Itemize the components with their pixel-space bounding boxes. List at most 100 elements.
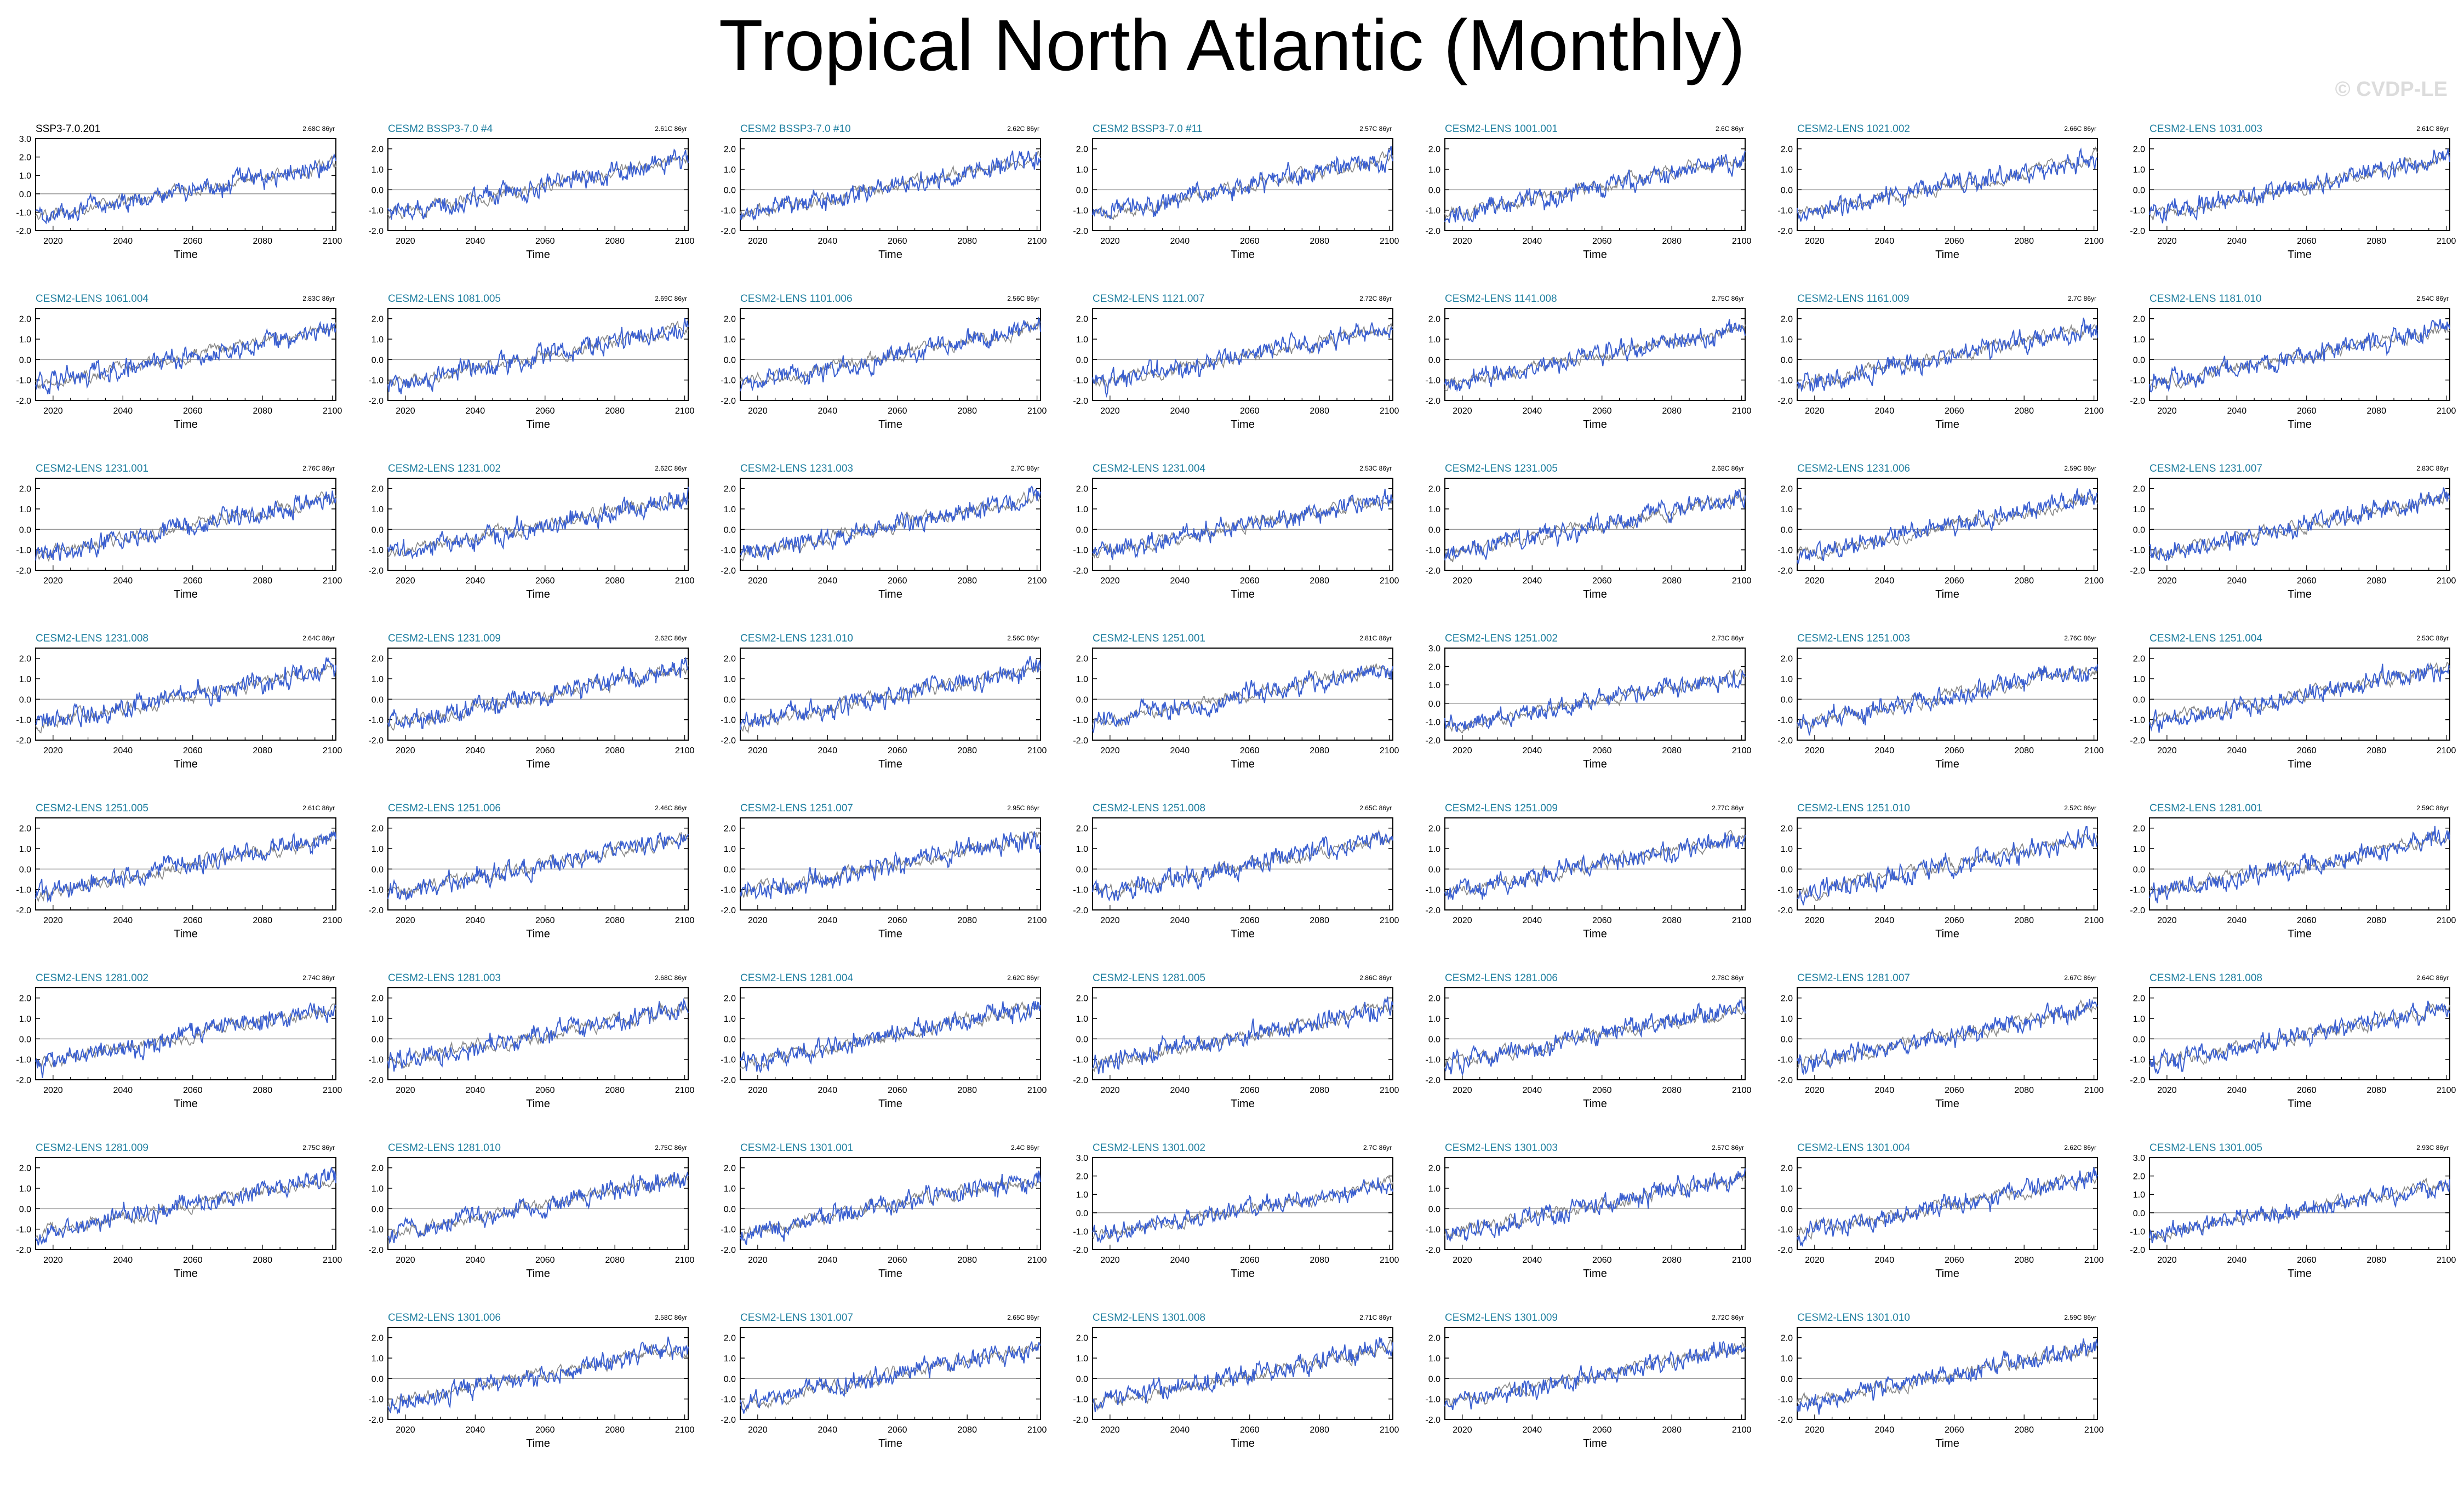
y-tick-label: -2.0 bbox=[2130, 736, 2145, 746]
panel: CESM2-LENS 1281.007 2.67C 86yr 2.0 1.0 0.0 -1… bbox=[1777, 972, 2103, 1110]
series-line-gray bbox=[1092, 495, 1393, 559]
y-tick-label: -2.0 bbox=[368, 1416, 384, 1425]
panel: CESM2-LENS 1251.007 2.95C 86yr 2.0 1.0 0.0 -1… bbox=[721, 803, 1047, 940]
x-tick-label: 2060 bbox=[2297, 746, 2317, 755]
y-tick-label: -1.0 bbox=[16, 208, 31, 217]
panel-title: CESM2-LENS 1231.010 bbox=[740, 633, 853, 644]
x-axis-label: Time bbox=[1935, 928, 1959, 940]
page-title: Tropical North Atlantic (Monthly) bbox=[718, 5, 1746, 85]
x-tick-label: 2100 bbox=[675, 237, 695, 246]
series-line-blue bbox=[740, 485, 1041, 560]
x-tick-label: 2020 bbox=[43, 916, 63, 925]
y-tick-label: -2.0 bbox=[1777, 227, 1793, 236]
y-tick-label: 0.0 bbox=[1781, 356, 1793, 365]
series-line-gray bbox=[387, 1174, 689, 1241]
panel: CESM2-LENS 1301.010 2.59C 86yr 2.0 1.0 0.0 -1… bbox=[1777, 1312, 2103, 1450]
x-tick-label: 2020 bbox=[43, 406, 63, 416]
x-tick-label: 2080 bbox=[957, 1256, 977, 1265]
x-tick-label: 2040 bbox=[818, 237, 838, 246]
panel: CESM2-LENS 1231.010 2.56C 86yr 2.0 1.0 0.0 -1… bbox=[721, 633, 1047, 770]
panel-title: CESM2-LENS 1301.008 bbox=[1093, 1312, 1205, 1324]
x-tick-label: 2100 bbox=[1380, 406, 1399, 416]
panel-frame bbox=[35, 138, 336, 231]
x-axis-label: Time bbox=[1231, 249, 1255, 261]
x-tick-label: 2020 bbox=[748, 746, 768, 755]
trend-label: 2.59C 86yr bbox=[2064, 465, 2096, 472]
panel: CESM2-LENS 1301.008 2.71C 86yr 2.0 1.0 0.0 -1… bbox=[1073, 1312, 1399, 1450]
series-line-blue bbox=[1797, 1338, 2098, 1415]
trend-label: 2.64C 86yr bbox=[302, 634, 335, 642]
panel: CESM2-LENS 1231.006 2.59C 86yr 2.0 1.0 0.0 -1… bbox=[1777, 463, 2103, 600]
panel-title: CESM2-LENS 1301.005 bbox=[2149, 1142, 2262, 1154]
x-tick-label: 2060 bbox=[1240, 746, 1260, 755]
y-tick-label: -2.0 bbox=[16, 566, 31, 576]
x-tick-label: 2040 bbox=[1523, 1086, 1542, 1095]
x-tick-label: 2060 bbox=[535, 746, 555, 755]
y-tick-label: -1.0 bbox=[1777, 886, 1793, 895]
y-tick-label: -1.0 bbox=[1073, 716, 1088, 725]
series-line-blue bbox=[35, 656, 336, 728]
y-tick-label: 2.0 bbox=[1781, 315, 1793, 324]
y-tick-label: 1.0 bbox=[2133, 505, 2145, 514]
x-tick-label: 2080 bbox=[1662, 1256, 1682, 1265]
panel-frame bbox=[1444, 308, 1746, 401]
x-tick-label: 2040 bbox=[2227, 576, 2247, 586]
series-line-gray bbox=[1797, 1171, 2098, 1240]
x-axis-label: Time bbox=[2288, 1268, 2312, 1280]
x-axis-label: Time bbox=[878, 1268, 902, 1280]
series-line-gray bbox=[35, 491, 336, 562]
x-tick-label: 2040 bbox=[466, 746, 485, 755]
series-line-blue bbox=[2149, 826, 2450, 903]
series-line-blue bbox=[1797, 1167, 2098, 1247]
y-tick-label: 3.0 bbox=[2133, 1154, 2145, 1163]
x-tick-label: 2060 bbox=[888, 237, 907, 246]
y-tick-label: 1.0 bbox=[1076, 675, 1088, 684]
panel-frame bbox=[1797, 1327, 2098, 1420]
y-tick-label: 2.0 bbox=[1781, 994, 1793, 1004]
x-tick-label: 2100 bbox=[1027, 237, 1047, 246]
panel: CESM2-LENS 1231.008 2.64C 86yr 2.0 1.0 0.0 -1… bbox=[16, 633, 342, 770]
x-tick-label: 2080 bbox=[2366, 237, 2386, 246]
series-line-blue bbox=[387, 998, 689, 1072]
x-tick-label: 2060 bbox=[535, 576, 555, 586]
x-tick-label: 2080 bbox=[253, 746, 272, 755]
y-tick-label: -1.0 bbox=[721, 1225, 736, 1235]
x-tick-label: 2060 bbox=[183, 916, 203, 925]
y-tick-label: -2.0 bbox=[721, 906, 736, 915]
x-axis-label: Time bbox=[878, 419, 902, 431]
x-tick-label: 2060 bbox=[1592, 1256, 1612, 1265]
x-tick-label: 2080 bbox=[253, 576, 272, 586]
y-tick-label: -1.0 bbox=[1425, 1056, 1440, 1065]
y-tick-label: 0.0 bbox=[1076, 356, 1088, 365]
y-tick-label: -2.0 bbox=[1777, 1416, 1793, 1425]
x-tick-label: 2060 bbox=[2297, 406, 2317, 416]
y-tick-label: 2.0 bbox=[1781, 485, 1793, 494]
x-tick-label: 2040 bbox=[466, 1256, 485, 1265]
panel-title: CESM2-LENS 1281.009 bbox=[36, 1142, 148, 1154]
y-tick-label: 2.0 bbox=[1076, 485, 1088, 494]
panel: CESM2-LENS 1281.006 2.78C 86yr 2.0 1.0 0.0 -1… bbox=[1425, 972, 1751, 1110]
x-tick-label: 2100 bbox=[2437, 1256, 2456, 1265]
y-tick-label: 1.0 bbox=[2133, 165, 2145, 175]
y-tick-label: 0.0 bbox=[19, 356, 31, 365]
x-tick-label: 2100 bbox=[2084, 237, 2104, 246]
x-tick-label: 2080 bbox=[1662, 406, 1682, 416]
y-tick-label: -1.0 bbox=[1425, 1395, 1440, 1405]
y-tick-label: -1.0 bbox=[721, 716, 736, 725]
y-tick-label: -2.0 bbox=[1425, 1416, 1440, 1425]
y-tick-label: -1.0 bbox=[721, 1056, 736, 1065]
x-tick-label: 2020 bbox=[2157, 1256, 2177, 1265]
x-axis-label: Time bbox=[526, 249, 550, 261]
x-axis-label: Time bbox=[1583, 588, 1607, 600]
x-tick-label: 2020 bbox=[1453, 916, 1472, 925]
watermark: © CVDP-LE bbox=[2335, 78, 2448, 101]
y-tick-label: -1.0 bbox=[1073, 1056, 1088, 1065]
panel: CESM2-LENS 1251.001 2.81C 86yr 2.0 1.0 0.0 -1… bbox=[1073, 633, 1399, 770]
x-tick-label: 2040 bbox=[1170, 1425, 1190, 1435]
y-tick-label: 1.0 bbox=[2133, 675, 2145, 684]
y-tick-label: -2.0 bbox=[1073, 1076, 1088, 1085]
panel-title: CESM2-LENS 1251.007 bbox=[740, 803, 853, 814]
x-tick-label: 2040 bbox=[818, 406, 838, 416]
x-tick-label: 2020 bbox=[748, 237, 768, 246]
x-axis-label: Time bbox=[1583, 928, 1607, 940]
